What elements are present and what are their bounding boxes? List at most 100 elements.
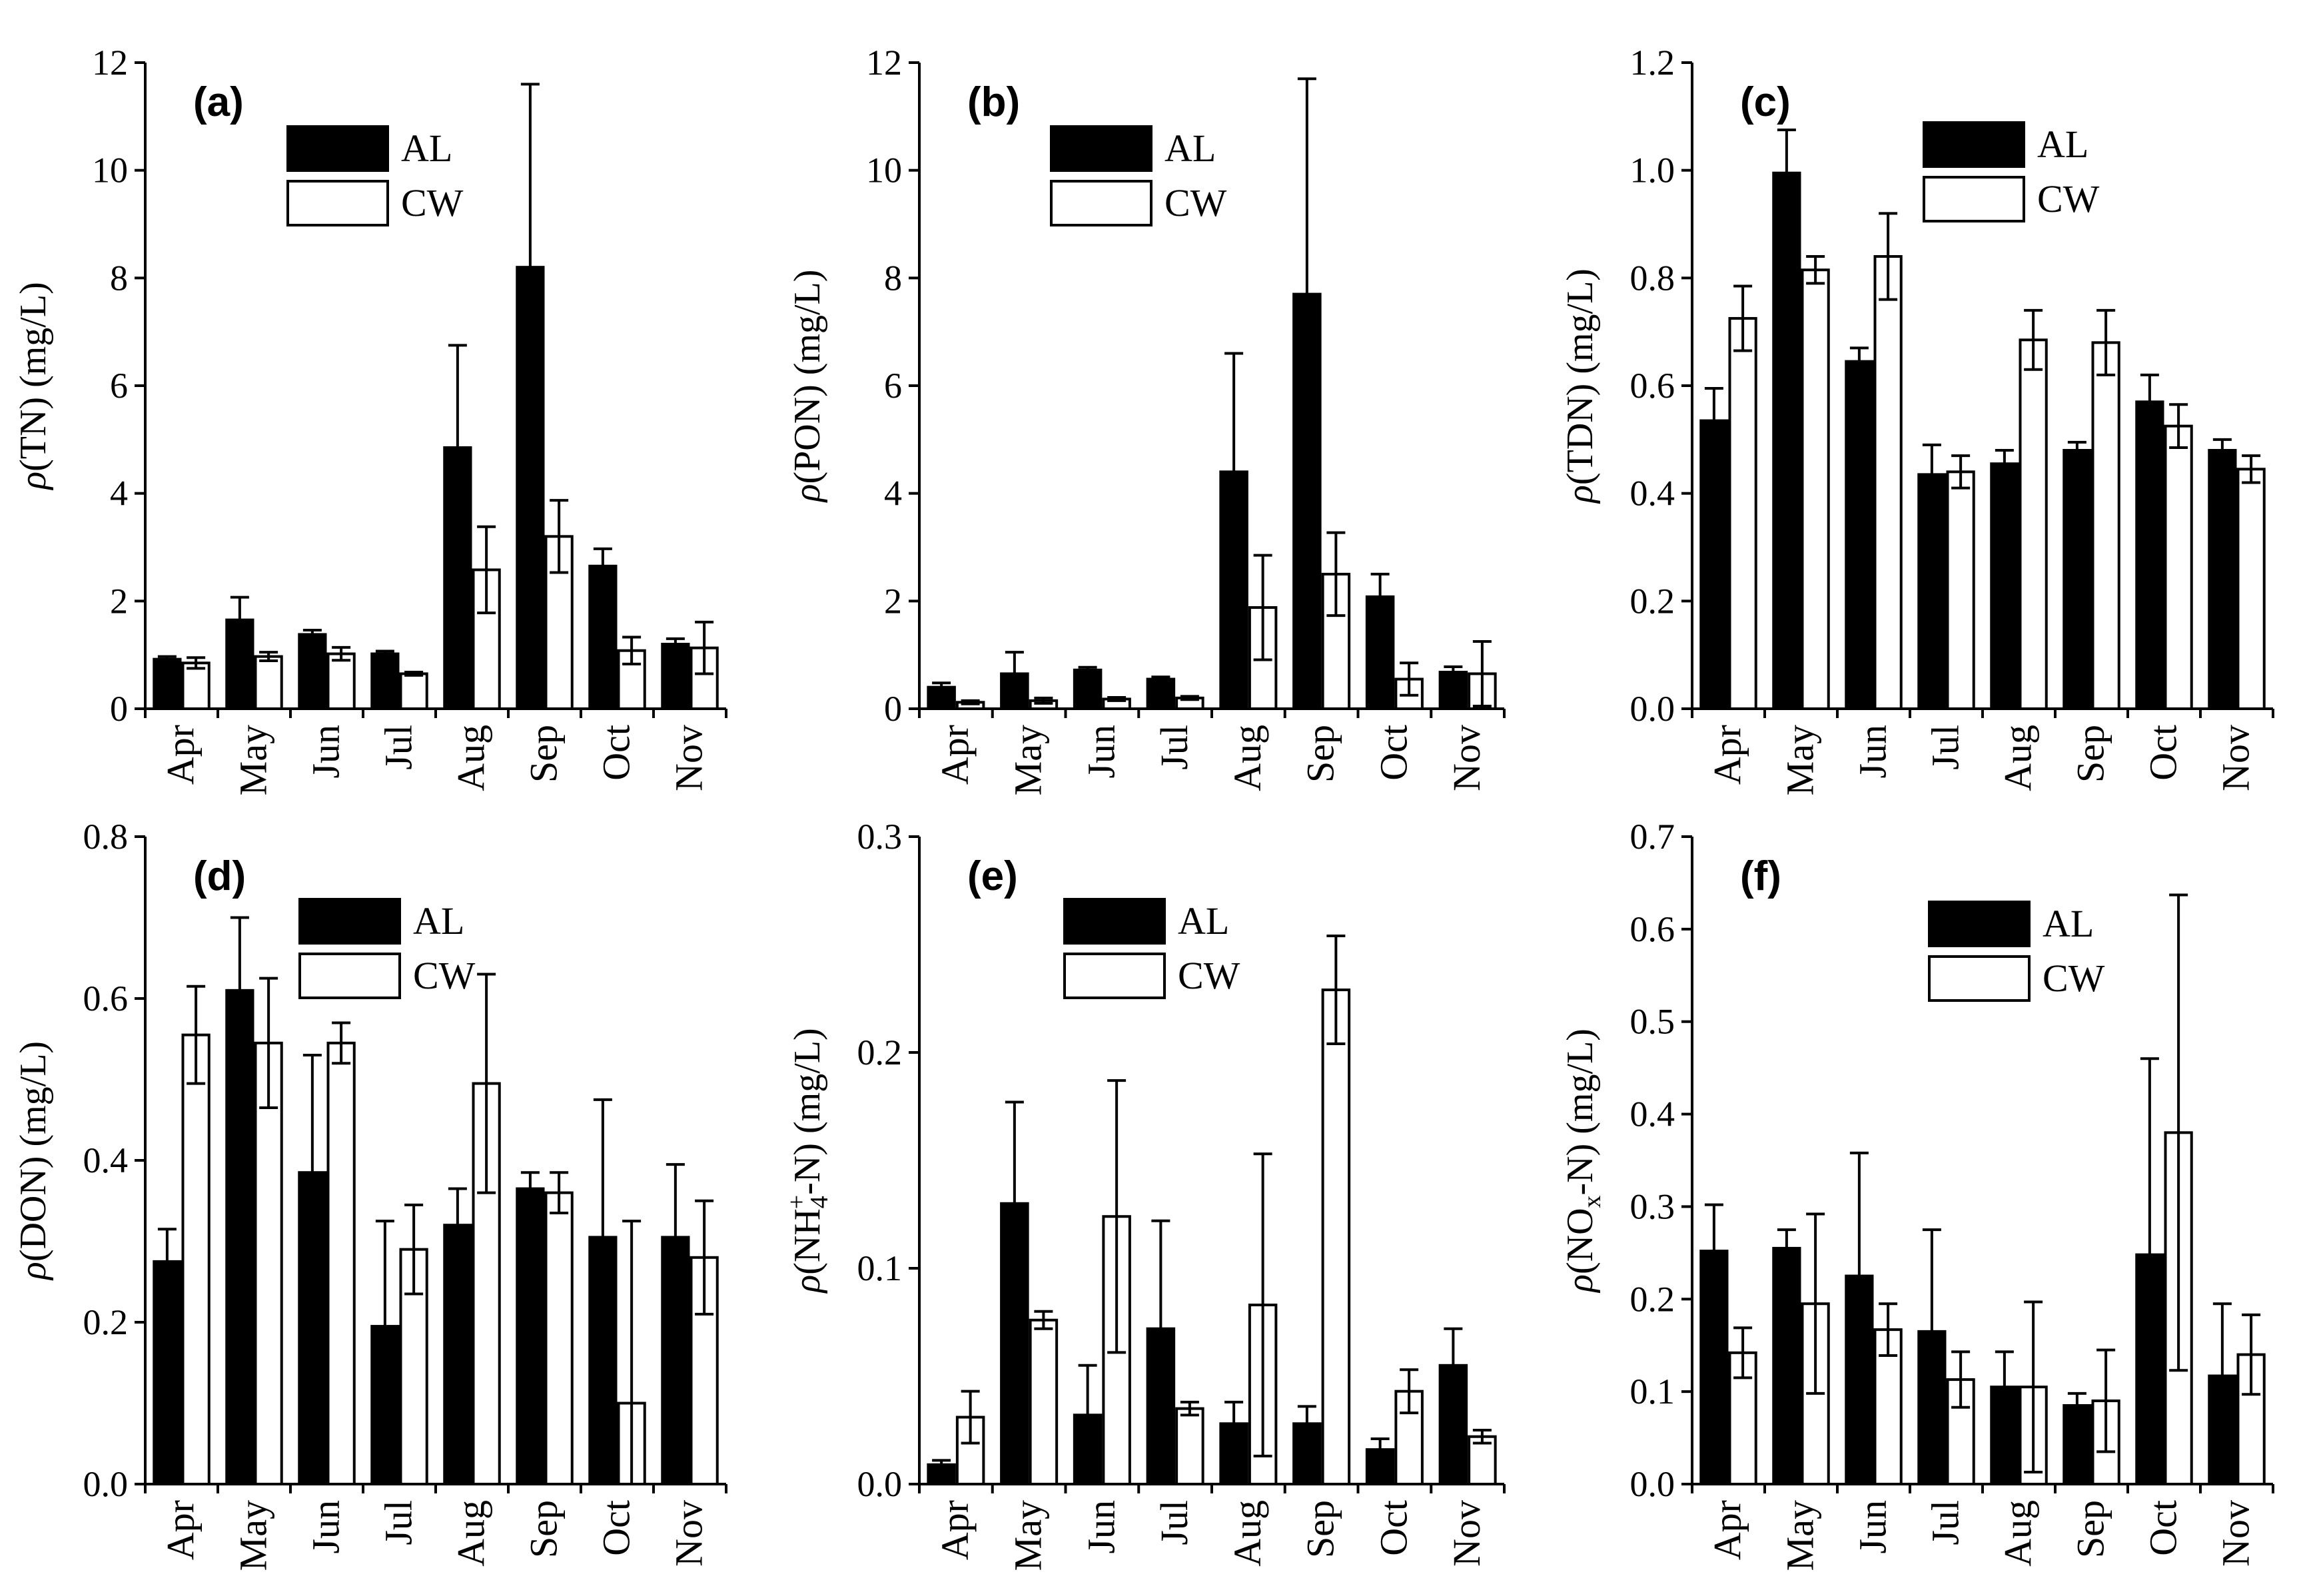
y-tick-label: 6: [110, 366, 128, 406]
legend-swatch-cw: [1063, 953, 1166, 999]
bar-al-apr: [153, 657, 182, 711]
x-tick-label-nov: Nov: [668, 725, 711, 791]
y-tick-label: 0.3: [1630, 1186, 1675, 1226]
y-tick-label: 0.2: [1630, 581, 1675, 621]
legend-label-cw: CW: [413, 954, 476, 997]
bar-al-jun: [1073, 1413, 1103, 1486]
legend-swatch-cw: [1923, 176, 2025, 222]
y-label-text: (TN) (mg/L): [13, 282, 54, 472]
x-tick-label-oct: Oct: [1372, 725, 1415, 781]
bar-al-nov: [1438, 671, 1468, 710]
x-tick-label-nov: Nov: [2214, 1500, 2258, 1567]
y-label-text: (PON) (mg/L): [787, 270, 828, 484]
y-label-text: (DON) (mg/L): [13, 1041, 54, 1262]
x-tick-label-sep: Sep: [1299, 725, 1342, 783]
legend: AL CW: [286, 125, 464, 226]
y-tick-label: 2: [884, 581, 902, 621]
y-tick-label: 0.2: [83, 1302, 129, 1342]
bar-al-sep: [1292, 1422, 1322, 1486]
legend-swatch-al: [286, 125, 389, 172]
panel-label: (b): [967, 79, 1020, 125]
y-tick-label: 0.4: [83, 1140, 129, 1180]
panel-label: (f): [1740, 853, 1781, 899]
y-tick-label: 0.2: [1630, 1279, 1675, 1319]
legend-swatch-cw: [298, 953, 401, 999]
bar-al-oct: [1365, 595, 1395, 710]
x-tick-label-jul: Jul: [1152, 1500, 1196, 1545]
y-tick-label: 0.6: [83, 979, 129, 1018]
legend: AL CW: [1928, 901, 2105, 1002]
rho-symbol: ρ: [787, 1275, 828, 1294]
x-tick-label-apr: Apr: [1706, 725, 1749, 785]
legend: AL CW: [1050, 125, 1227, 226]
legend-swatch-al: [1050, 125, 1152, 172]
x-tick-label-oct: Oct: [595, 725, 638, 781]
y-label-pre: (NO: [1560, 1208, 1601, 1274]
legend-label-cw: CW: [401, 181, 464, 224]
y-label-post: -N) (mg/L): [1560, 1028, 1601, 1195]
bar-al-sep: [2063, 449, 2092, 710]
rho-symbol: ρ: [13, 1262, 54, 1281]
bar-cw-may: [1029, 1318, 1059, 1486]
legend: AL CW: [298, 898, 476, 999]
y-label-post: -N) (mg/L): [787, 1028, 828, 1194]
bar-cw-apr: [181, 1033, 211, 1486]
y-tick-label: 0.0: [1630, 689, 1675, 729]
y-tick-label: 0.8: [83, 817, 129, 857]
bar-al-nov: [2208, 449, 2237, 710]
y-tick-label: 0.3: [857, 817, 903, 857]
bar-cw-may: [254, 655, 283, 711]
y-tick-label: 0.0: [1630, 1464, 1675, 1504]
x-tick-label-jul: Jul: [1152, 725, 1196, 770]
bar-al-aug: [1990, 1386, 2019, 1485]
y-tick-label: 1.0: [1630, 151, 1675, 191]
bar-al-jun: [1845, 1274, 1874, 1485]
x-tick-label-jul: Jul: [1924, 725, 1967, 770]
panel-b: 0 2 4 6 8 10 12 Apr May Jun Jul Aug Sep Oct Nov ρ(PON) …: [787, 43, 1506, 795]
x-tick-label-jun: Jun: [1079, 1500, 1123, 1554]
bar-cw-sep: [544, 1191, 574, 1485]
bar-al-jul: [1146, 677, 1176, 711]
bar-al-apr: [153, 1260, 182, 1485]
x-tick-label-aug: Aug: [1997, 1500, 2040, 1567]
bar-al-sep: [1292, 292, 1322, 711]
legend: AL CW: [1923, 121, 2100, 222]
x-tick-label-may: May: [1779, 1500, 1822, 1571]
rho-symbol: ρ: [1560, 485, 1601, 504]
x-tick-label-jul: Jul: [1924, 1500, 1967, 1545]
legend-label-cw: CW: [1164, 181, 1227, 224]
y-tick-label: 10: [92, 151, 128, 191]
bar-al-apr: [927, 1463, 956, 1486]
bar-al-sep: [2063, 1403, 2092, 1486]
y-tick-label: 0.1: [857, 1248, 903, 1288]
x-tick-label-aug: Aug: [1226, 725, 1269, 791]
y-tick-label: 0: [884, 689, 902, 729]
bar-cw-jul: [1946, 470, 1975, 710]
x-tick-label-nov: Nov: [2214, 725, 2258, 791]
y-label-text: (TDN) (mg/L): [1560, 268, 1601, 485]
bar-cw-aug: [2019, 338, 2048, 710]
rho-symbol: ρ: [13, 472, 54, 491]
y-tick-label: 0.4: [1630, 1094, 1675, 1134]
legend: AL CW: [1063, 898, 1240, 999]
x-tick-label-may: May: [1007, 725, 1050, 795]
legend-label-al: AL: [2043, 902, 2094, 945]
panel-e: 0.0 0.1 0.2 0.3 Apr May Jun Jul Aug Sep Oct Nov ρ(NH…: [783, 817, 1506, 1571]
y-axis-label: ρ(NOx-N) (mg/L): [1560, 1028, 1606, 1294]
legend-label-cw: CW: [1178, 954, 1240, 997]
bar-al-sep: [516, 1187, 545, 1486]
x-tick-label-sep: Sep: [1299, 1500, 1342, 1558]
y-label-sub: 4: [805, 1196, 833, 1208]
bar-cw-jun: [326, 1041, 356, 1485]
bar-al-jul: [1917, 1330, 1947, 1486]
x-tick-label-may: May: [1779, 725, 1822, 795]
bar-al-jun: [1845, 360, 1874, 710]
bar-al-aug: [1219, 1422, 1248, 1486]
x-tick-label-jul: Jul: [377, 725, 420, 770]
legend-label-al: AL: [1178, 899, 1229, 943]
bar-al-jul: [370, 652, 400, 710]
bar-cw-sep: [1321, 989, 1351, 1486]
bar-al-jun: [298, 633, 327, 711]
x-tick-label-aug: Aug: [450, 725, 493, 791]
